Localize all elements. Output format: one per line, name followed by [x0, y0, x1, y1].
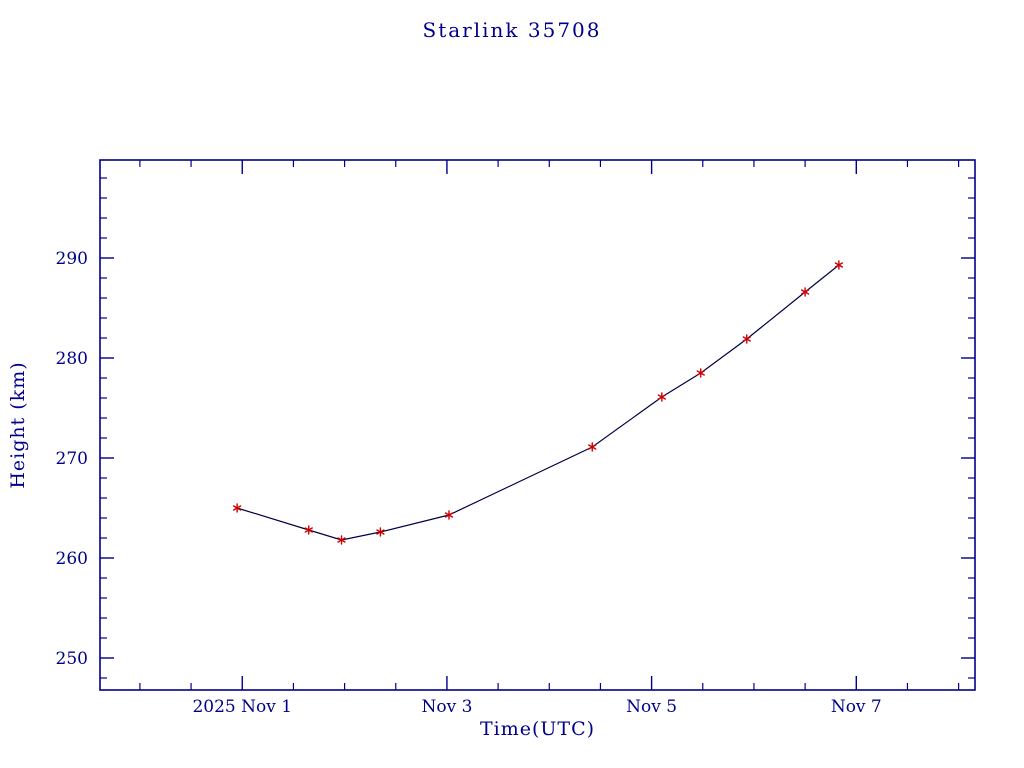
y-tick-label: 260 [56, 549, 88, 569]
x-tick-label: 2025 Nov 1 [192, 697, 292, 717]
x-axis-label: Time(UTC) [479, 718, 596, 740]
chart-title: Starlink 35708 [422, 18, 602, 42]
data-point-marker [657, 394, 667, 400]
x-tick-label: Nov 5 [626, 697, 677, 717]
data-point-marker [444, 512, 454, 518]
y-tick-label: 280 [56, 349, 88, 369]
data-point-marker [834, 262, 844, 268]
plot-frame [99, 159, 976, 691]
data-point-marker [304, 527, 313, 533]
data-line [236, 264, 840, 541]
y-tick-label: 270 [56, 449, 88, 469]
x-tick-label: Nov 7 [831, 697, 882, 717]
data-point-marker [800, 289, 810, 295]
data-point-marker [696, 370, 705, 376]
data-point-marker [742, 336, 751, 342]
y-tick-label: 290 [56, 249, 88, 269]
data-point-marker [588, 444, 597, 450]
data-point-marker [376, 529, 385, 535]
x-tick-label: Nov 3 [421, 697, 472, 717]
data-point-marker [232, 505, 242, 511]
y-tick-label: 250 [56, 649, 88, 669]
data-point-marker [337, 537, 346, 543]
